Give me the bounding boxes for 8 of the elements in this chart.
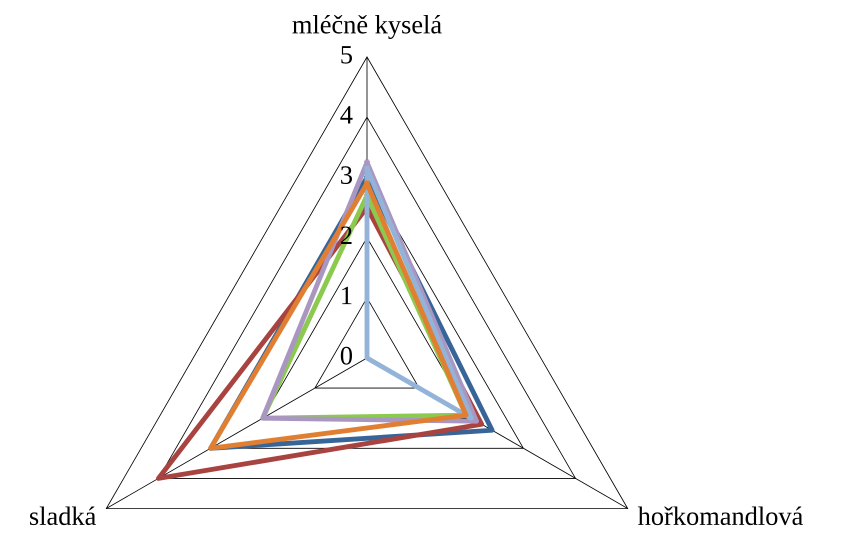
y-tick-label: 0 — [340, 346, 352, 365]
y-tick-label: 3 — [341, 166, 352, 184]
spoke-label: mléčně kyselá — [292, 14, 442, 40]
y-tick-label: 5 — [341, 46, 352, 64]
spoke-label: sladká — [30, 506, 96, 526]
y-tick-label: 1 — [342, 286, 352, 304]
spoke-label: hořkomandlová — [638, 506, 803, 526]
y-tick-label: 4 — [340, 106, 353, 124]
